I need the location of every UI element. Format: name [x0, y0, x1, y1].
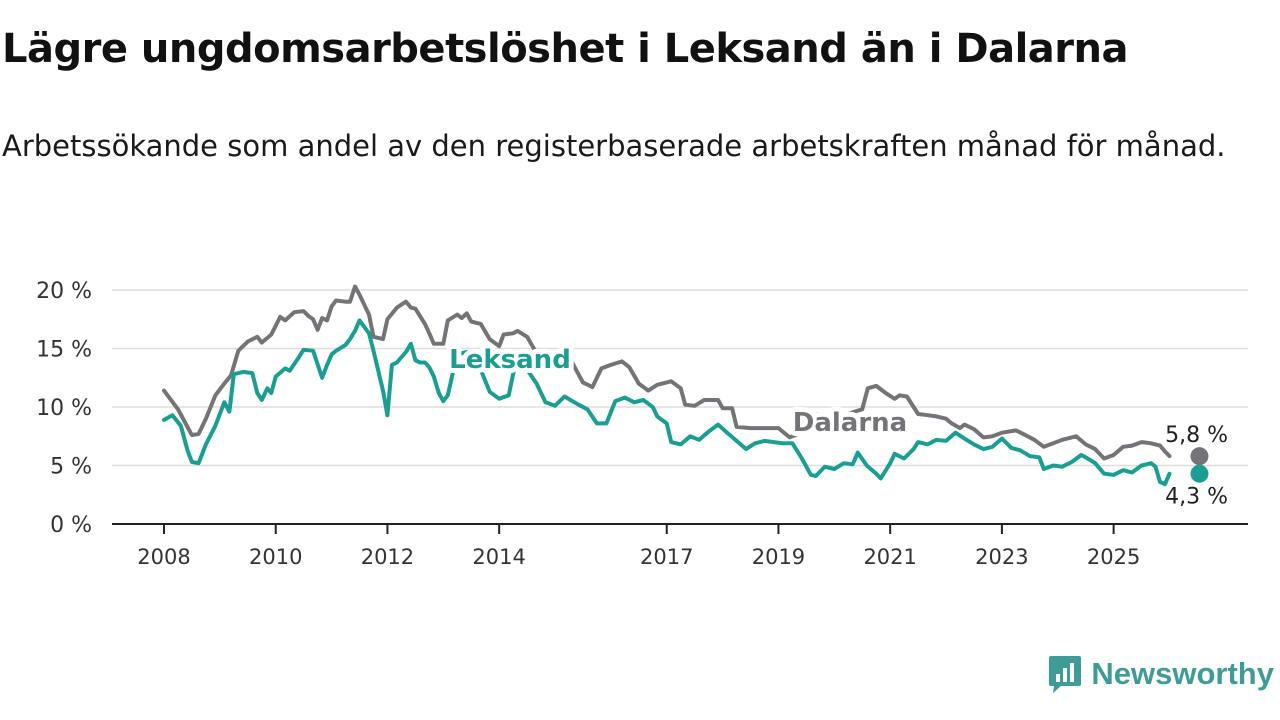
end-point-dalarna: [1190, 447, 1209, 466]
x-tick-label: 2019: [752, 545, 805, 569]
x-tick-label: 2023: [975, 545, 1028, 569]
series-label-dalarna: Dalarna: [793, 408, 907, 438]
end-value-label-leksand: 4,3 %: [1165, 485, 1228, 510]
newsworthy-logo: Newsworthy: [1047, 654, 1274, 694]
series-line-dalarna: [162, 284, 1172, 461]
series-label-halo: Leksand: [449, 345, 571, 375]
y-tick-label: 15 %: [36, 338, 92, 363]
series-line-leksand: [162, 318, 1172, 487]
series-label-leksand: Leksand: [449, 345, 571, 375]
y-tick-label: 20 %: [36, 279, 92, 304]
y-axis: 0 % 5 % 10 % 15 % 20 %: [36, 279, 92, 538]
end-value-label-dalarna: 5,8 %: [1165, 423, 1228, 448]
y-tick-label: 0 %: [50, 513, 92, 538]
x-tick-label: 2021: [863, 545, 916, 569]
x-tick-label: 2017: [640, 545, 693, 569]
series-lines: [162, 284, 1172, 487]
chart-subtitle: Arbetssökande som andel av den registerb…: [2, 129, 1226, 163]
chart-title: Lägre ungdomsarbetslöshet i Leksand än i…: [2, 26, 1128, 72]
y-tick-label: 10 %: [36, 396, 92, 421]
x-axis: 2008 2010 2012 2014 2017 2019 2021 2023 2025: [112, 523, 1248, 569]
series-label-halo: Dalarna: [793, 408, 907, 438]
x-tick-label: 2025: [1087, 545, 1140, 569]
y-tick-label: 5 %: [50, 455, 92, 480]
end-point-leksand: [1190, 464, 1209, 483]
x-tick-label: 2014: [472, 545, 525, 569]
x-tick-label: 2012: [361, 545, 414, 569]
brand-name: Newsworthy: [1091, 656, 1274, 691]
x-tick-label: 2008: [137, 545, 190, 569]
newsworthy-icon: [1049, 656, 1082, 693]
x-tick-label: 2010: [249, 545, 302, 569]
